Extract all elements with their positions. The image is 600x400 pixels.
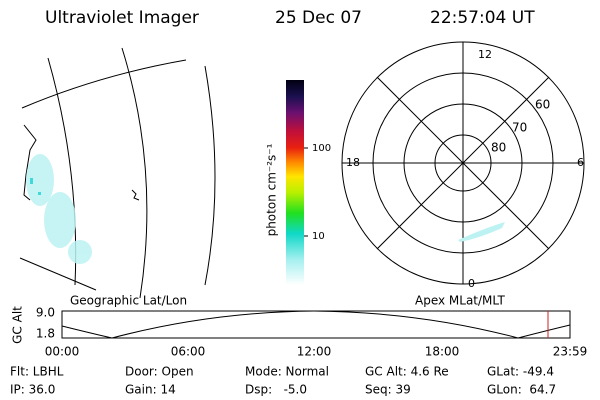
polar-grid [341,41,585,285]
info-field: IP: 36.0 [10,383,55,397]
colorbar-label: photon cm⁻²s⁻¹ [265,143,279,236]
info-field: GC Alt: 4.6 Re [365,365,449,379]
hour-label: 6 [577,156,584,169]
geographic-map [19,47,216,299]
info-field: Door: Open [125,365,194,379]
x-tick-label: 12:00 [297,345,332,359]
latitude-label: 60 [535,98,550,112]
latitude-label: 70 [512,121,527,135]
info-field: GLon: 64.7 [487,383,556,397]
map-label: Geographic Lat/Lon [70,294,187,308]
info-field: GLat: -49.4 [487,365,554,379]
x-tick-label: 18:00 [425,345,460,359]
info-field: Gain: 14 [125,383,176,397]
altitude-label: GC Alt [11,306,25,344]
hour-label: 0 [468,277,475,290]
altitude-plot [61,310,571,339]
latitude-label: 80 [491,141,506,155]
colorbar [286,80,304,285]
x-tick-label: 00:00 [45,345,80,359]
info-panel: Flt: LBHL Door: Open Mode: Normal GC Alt: 4… [10,365,556,397]
y-tick-label: 9.0 [36,306,55,320]
polar-label: Apex MLat/MLT [415,294,505,308]
info-field: Mode: Normal [245,365,329,379]
hour-label: 18 [346,156,360,169]
title: Ultraviolet Imager [45,8,199,28]
date: 25 Dec 07 [275,8,362,28]
info-field: Dsp: -5.0 [245,383,307,397]
time: 22:57:04 UT [430,8,535,28]
info-field: Seq: 39 [365,383,411,397]
x-tick-label: 23:59 [553,345,588,359]
info-field: Flt: LBHL [10,365,64,379]
colorbar-tick-label: 10 [312,231,325,242]
colorbar-tick-label: 100 [312,143,331,154]
y-tick-label: 1.8 [36,327,55,341]
hour-label: 12 [478,48,492,61]
x-tick-label: 06:00 [171,345,206,359]
